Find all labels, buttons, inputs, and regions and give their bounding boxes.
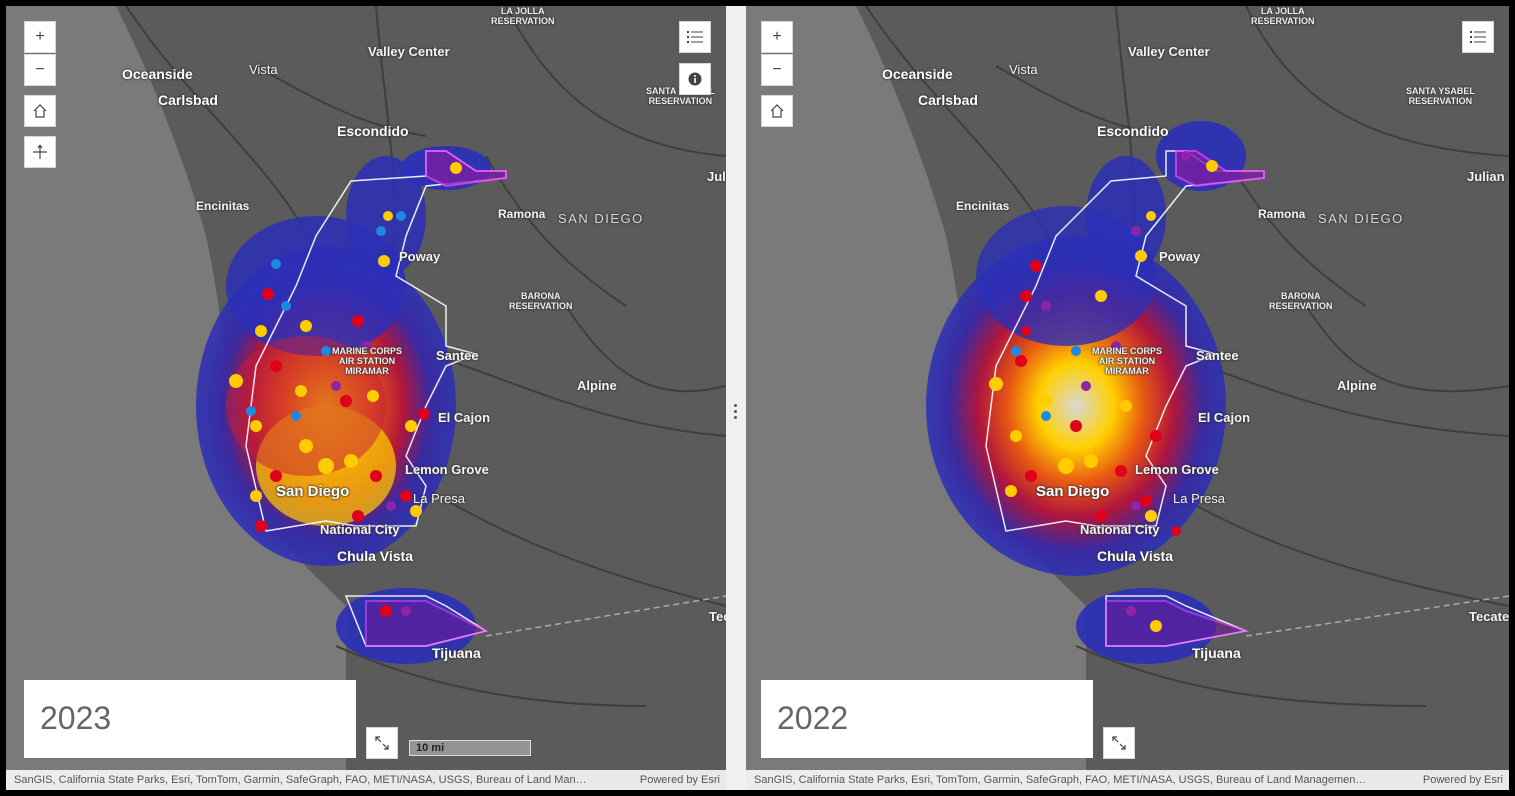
label-national-city: National City	[320, 522, 400, 537]
label-ramona: Ramona	[498, 207, 546, 221]
label-santee: Santee	[436, 348, 479, 363]
expand-button[interactable]	[366, 727, 398, 759]
minus-icon: −	[772, 61, 782, 78]
year-label: 2023	[40, 700, 112, 736]
label-san-diego-city: San Diego	[276, 483, 350, 500]
year-label-box: 2023	[24, 680, 356, 758]
map-view-2023[interactable]: LA JOLLA RESERVATION Valley Center Ocean…	[6, 6, 726, 790]
label-chula-vista: Chula Vista	[1097, 548, 1173, 564]
compass-icon	[33, 144, 47, 159]
scale-bar: 10 mi	[409, 740, 531, 756]
drag-handle-icon	[734, 404, 738, 422]
label-julian: Julian	[1467, 169, 1505, 184]
zoom-out-button[interactable]: −	[761, 54, 793, 86]
expand-button[interactable]	[1103, 727, 1135, 759]
zoom-in-button[interactable]: +	[761, 21, 793, 53]
attribution-text[interactable]: SanGIS, California State Parks, Esri, To…	[14, 774, 587, 786]
label-chula-vista: Chula Vista	[337, 548, 413, 564]
label-carlsbad: Carlsbad	[918, 92, 978, 108]
basemap	[6, 6, 726, 790]
label-valley-center: Valley Center	[368, 44, 450, 59]
label-oceanside: Oceanside	[122, 66, 193, 82]
plus-icon: +	[772, 28, 782, 45]
label-la-presa: La Presa	[1173, 491, 1226, 506]
label-julian: Julian	[707, 169, 726, 184]
label-national-city: National City	[1080, 522, 1160, 537]
zoom-in-button[interactable]: +	[24, 21, 56, 53]
label-miramar: MARINE CORPS AIR STATION MIRAMAR	[332, 346, 403, 376]
home-icon	[33, 104, 47, 118]
attribution-bar: SanGIS, California State Parks, Esri, To…	[746, 770, 1509, 790]
label-san-diego-city: San Diego	[1036, 483, 1110, 500]
home-button[interactable]	[761, 95, 793, 127]
map-view-2022[interactable]: LA JOLLA RESERVATION Valley Center Ocean…	[746, 6, 1509, 790]
point-markers	[229, 162, 462, 617]
expand-icon	[375, 736, 389, 750]
locate-button[interactable]	[24, 136, 56, 168]
label-san-diego-region: SAN DIEGO	[1318, 211, 1404, 226]
minus-icon: −	[35, 61, 45, 78]
label-la-presa: La Presa	[413, 491, 466, 506]
label-vista: Vista	[1009, 62, 1038, 77]
label-poway: Poway	[1159, 249, 1201, 264]
label-alpine: Alpine	[1337, 378, 1377, 393]
label-miramar: MARINE CORPS AIR STATION MIRAMAR	[1092, 346, 1163, 376]
label-tecate: Tecate	[1469, 609, 1509, 624]
label-escondido: Escondido	[1097, 123, 1169, 139]
point-markers	[989, 151, 1218, 632]
expand-icon	[1112, 736, 1126, 750]
zoom-out-button[interactable]: −	[24, 54, 56, 86]
label-vista: Vista	[249, 62, 278, 77]
label-la-jolla-reservation: LA JOLLA RESERVATION	[1251, 6, 1315, 26]
legend-list-icon	[687, 31, 703, 43]
scale-bar-label: 10 mi	[416, 742, 445, 754]
label-el-cajon: El Cajon	[1198, 410, 1251, 425]
label-lemon-grove: Lemon Grove	[1135, 462, 1219, 477]
attribution-text[interactable]: SanGIS, California State Parks, Esri, To…	[754, 774, 1367, 786]
label-tijuana: Tijuana	[432, 645, 481, 661]
powered-by-esri[interactable]: Powered by Esri	[639, 774, 720, 786]
label-escondido: Escondido	[337, 123, 409, 139]
attribution-bar: SanGIS, California State Parks, Esri, To…	[6, 770, 726, 790]
label-santee: Santee	[1196, 348, 1239, 363]
swipe-divider-handle[interactable]	[726, 6, 746, 790]
plus-icon: +	[35, 28, 45, 45]
label-san-diego-region: SAN DIEGO	[558, 211, 644, 226]
label-la-jolla-reservation: LA JOLLA RESERVATION	[491, 6, 555, 26]
basemap	[746, 6, 1509, 790]
info-button[interactable]	[679, 63, 711, 95]
ocean-area	[746, 6, 1086, 790]
label-lemon-grove: Lemon Grove	[405, 462, 489, 477]
home-icon	[770, 104, 784, 118]
label-oceanside: Oceanside	[882, 66, 953, 82]
label-encinitas: Encinitas	[956, 199, 1010, 213]
label-ramona: Ramona	[1258, 207, 1306, 221]
label-el-cajon: El Cajon	[438, 410, 491, 425]
label-alpine: Alpine	[577, 378, 617, 393]
year-label-box: 2022	[761, 680, 1093, 758]
legend-button[interactable]	[679, 21, 711, 53]
label-valley-center: Valley Center	[1128, 44, 1210, 59]
label-carlsbad: Carlsbad	[158, 92, 218, 108]
legend-list-icon	[1470, 31, 1486, 43]
label-poway: Poway	[399, 249, 441, 264]
label-tijuana: Tijuana	[1192, 645, 1241, 661]
legend-button[interactable]	[1462, 21, 1494, 53]
powered-by-esri[interactable]: Powered by Esri	[1422, 774, 1503, 786]
label-tecate: Tecate	[709, 609, 726, 624]
label-encinitas: Encinitas	[196, 199, 250, 213]
label-barona-reservation: BARONA RESERVATION	[1269, 291, 1333, 311]
label-santa-ysabel: SANTA YSABEL RESERVATION	[1406, 86, 1475, 106]
ocean-area	[6, 6, 346, 790]
label-barona-reservation: BARONA RESERVATION	[509, 291, 573, 311]
home-button[interactable]	[24, 95, 56, 127]
info-icon	[688, 72, 702, 86]
year-label: 2022	[777, 700, 849, 736]
